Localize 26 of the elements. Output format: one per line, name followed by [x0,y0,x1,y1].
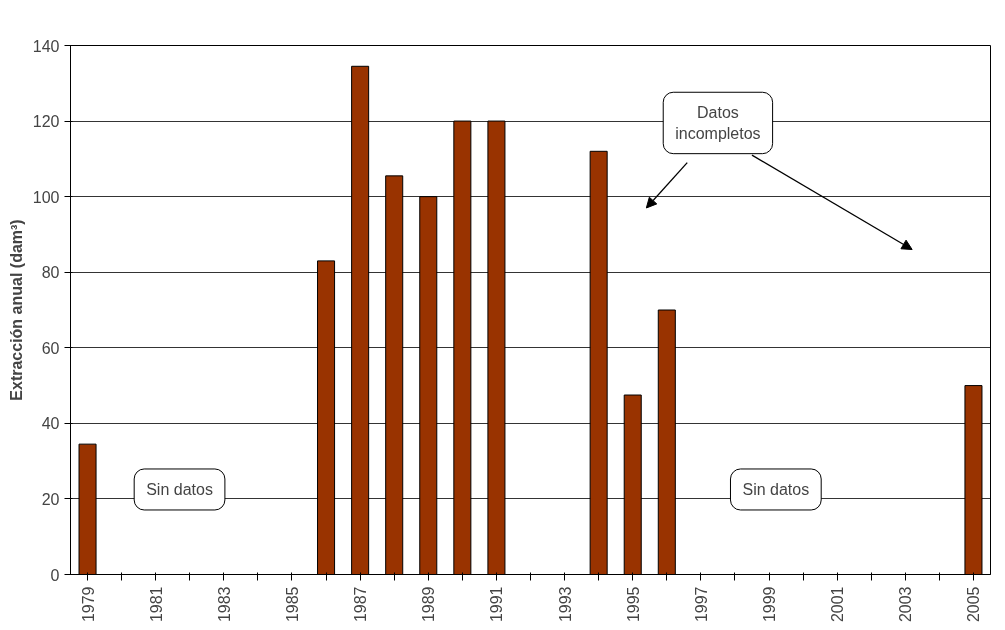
y-tick-label: 80 [41,264,60,282]
x-tick-label: 1993 [556,586,574,623]
annotation: Datos incompletos [675,104,761,142]
x-tick-label: 1983 [215,586,233,623]
annotation: Sin datos [146,480,213,498]
x-tick-label: 2001 [829,586,847,623]
annotation: Sin datos [742,480,810,498]
x-tick-label: 1999 [761,586,779,623]
y-tick-label: 20 [41,490,60,508]
x-tick-label: 1997 [692,586,710,623]
x-tick-label: 2005 [965,586,983,623]
y-tick-label: 0 [50,566,60,584]
x-tick-label: 1979 [79,586,97,623]
x-tick-label: 2003 [897,586,915,623]
x-tick-label: 1989 [420,586,438,623]
x-tick-label: 1981 [147,586,165,623]
y-tick-label: 100 [32,188,60,206]
y-tick-label: 120 [32,113,60,131]
y-tick-label: 140 [32,37,60,55]
x-tick-label: 1985 [283,586,301,623]
y-tick-label: 40 [41,415,60,433]
x-tick-label: 1995 [624,586,642,623]
y-axis-title: Extracción anual (dam³) [7,219,25,401]
x-tick-label: 1987 [352,586,370,623]
x-tick-label: 1991 [488,586,506,623]
y-tick-label: 60 [41,339,60,357]
